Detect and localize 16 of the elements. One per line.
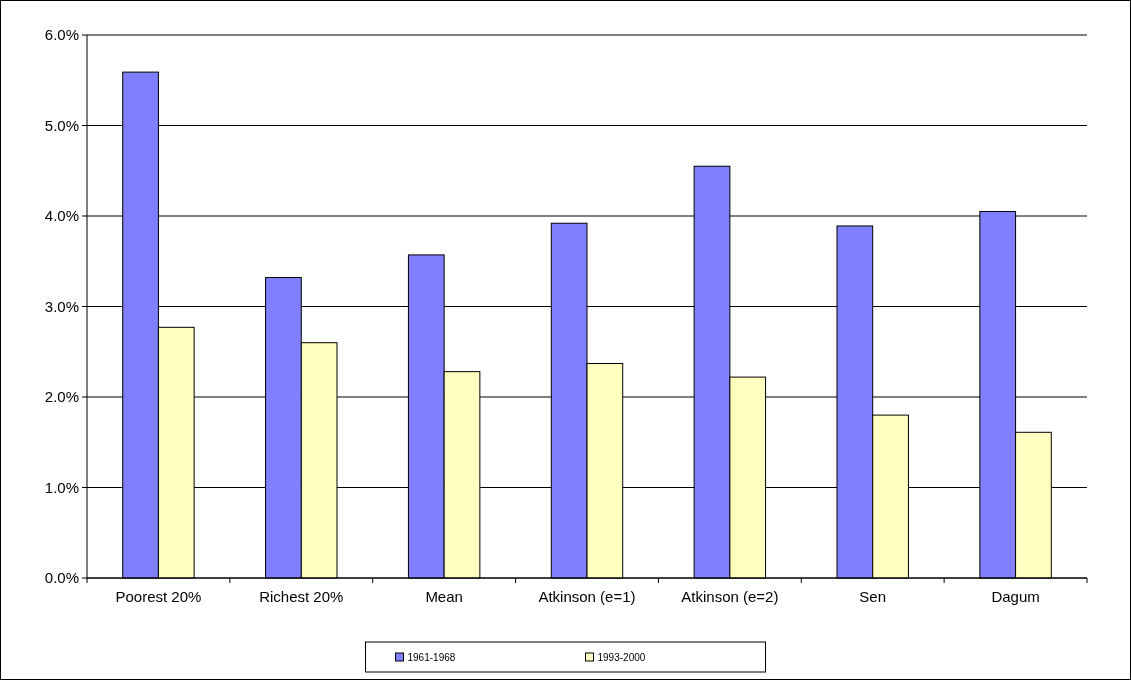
y-tick-label: 3.0%	[44, 297, 79, 315]
y-tick-label: 5.0%	[44, 116, 79, 134]
x-tick-label: Poorest 20%	[115, 588, 202, 605]
y-tick-label: 0.0%	[44, 569, 79, 587]
y-tick-label: 2.0%	[44, 388, 79, 406]
x-tick-label: Richest 20%	[259, 588, 344, 605]
x-tick-label: Dagum	[991, 588, 1040, 605]
y-tick-label: 1.0%	[44, 478, 79, 496]
x-tick-label: Mean	[425, 588, 463, 605]
x-tick-label: Atkinson (e=2)	[681, 588, 779, 605]
y-tick-label: 6.0%	[44, 26, 79, 44]
legend-label: 1993-2000	[597, 651, 646, 663]
legend-label: 1961-1968	[407, 651, 456, 663]
x-tick-label: Atkinson (e=1)	[538, 588, 636, 605]
x-tick-label: Sen	[859, 588, 887, 605]
y-tick-label: 4.0%	[44, 207, 79, 225]
